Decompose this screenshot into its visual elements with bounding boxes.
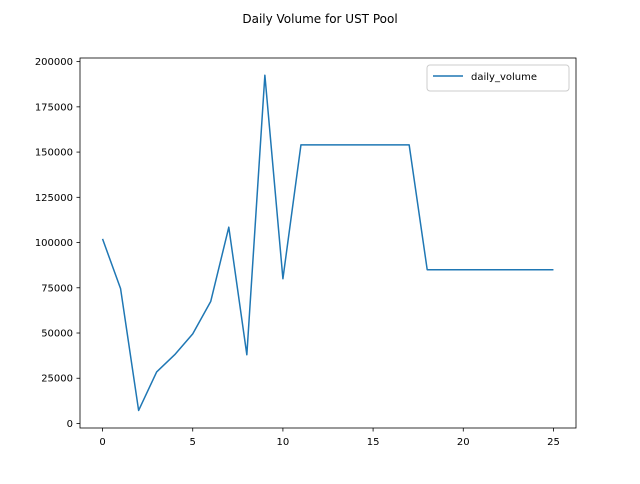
y-axis: 0 25000 50000 75000 100000 125000 150000 175000…	[35, 57, 80, 430]
y-tick-label: 200000	[35, 57, 73, 68]
legend: daily_volume	[426, 64, 570, 92]
x-tick-label: 20	[457, 437, 470, 448]
y-tick-label: 25000	[41, 374, 73, 385]
x-axis: 0 5 10 15 20 25	[99, 428, 560, 448]
chart-title: Daily Volume for UST Pool	[242, 12, 397, 26]
y-tick-label: 50000	[41, 329, 73, 340]
y-tick-label: 125000	[35, 193, 73, 204]
plot-frame	[79, 57, 577, 429]
x-tick-label: 10	[277, 437, 290, 448]
y-tick-label: 75000	[41, 283, 73, 294]
series-line-daily_volume	[101, 74, 554, 412]
x-tick-label: 25	[547, 437, 560, 448]
legend-frame	[426, 64, 570, 92]
x-tick-label: 0	[99, 437, 105, 448]
y-tick-label: 100000	[35, 238, 73, 249]
x-tick-label: 5	[190, 437, 196, 448]
y-tick-label: 150000	[35, 148, 73, 159]
plot-axes	[79, 57, 577, 429]
x-tick-label: 15	[367, 437, 380, 448]
legend-label: daily_volume	[471, 72, 537, 83]
series-group	[101, 74, 554, 412]
y-tick-label: 175000	[35, 102, 73, 113]
y-tick-label: 0	[67, 419, 73, 430]
